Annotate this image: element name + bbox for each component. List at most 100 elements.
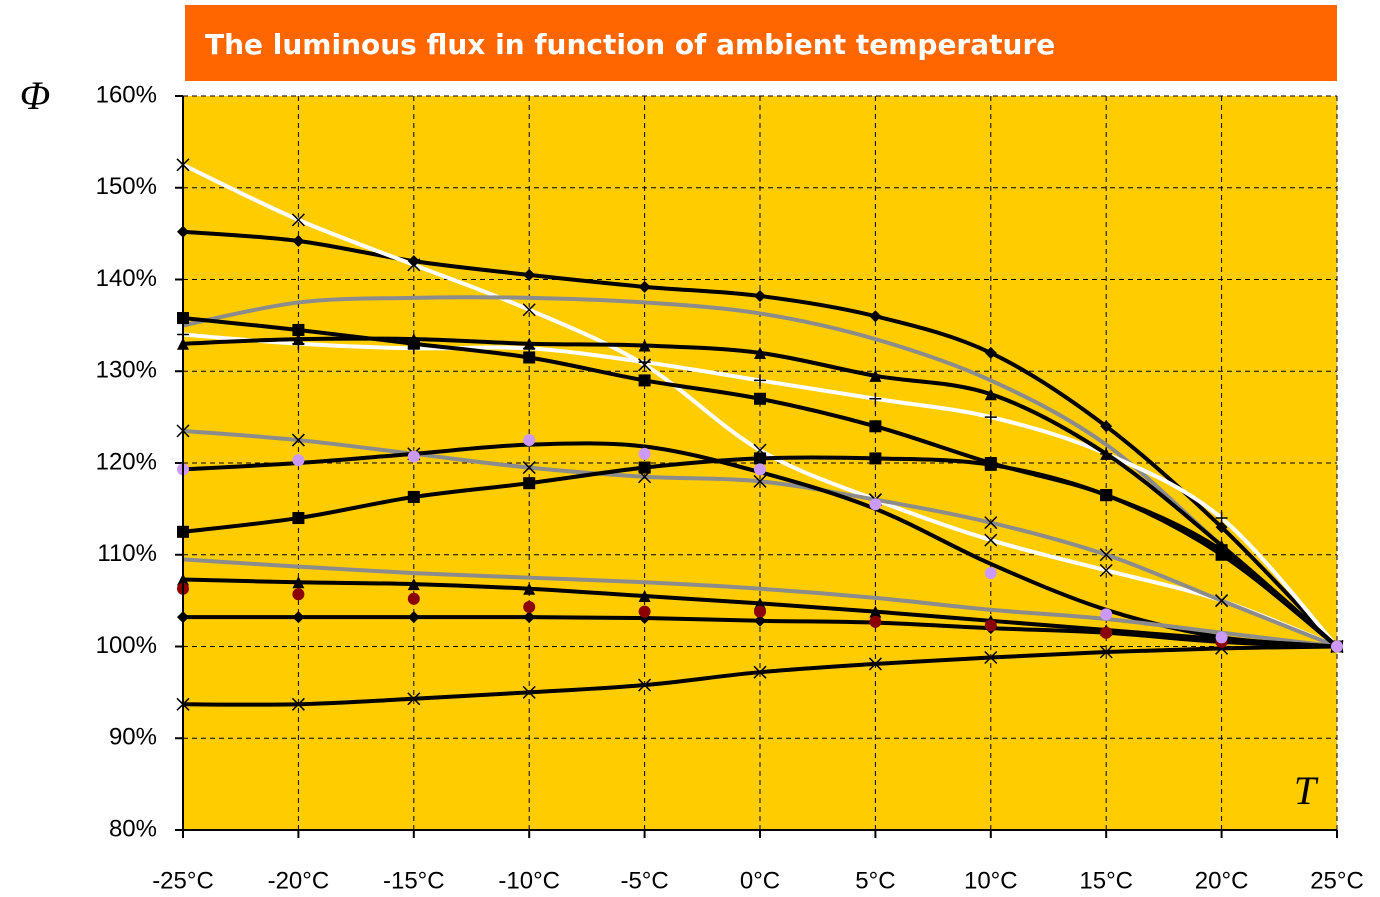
series-line (182, 163, 1338, 649)
x-tick-label: 5°C (855, 867, 895, 894)
marker (754, 605, 766, 618)
marker (984, 516, 998, 530)
marker (292, 234, 305, 247)
marker (292, 454, 305, 467)
marker (407, 255, 420, 268)
marker (292, 576, 305, 589)
marker (291, 433, 305, 447)
marker (407, 490, 420, 503)
marker (984, 619, 997, 632)
marker (638, 280, 651, 293)
marker (407, 692, 421, 706)
marker (407, 258, 421, 272)
marker (1215, 521, 1228, 534)
series-line (182, 332, 1339, 648)
marker (984, 388, 997, 401)
marker (1100, 608, 1113, 621)
marker (1215, 594, 1229, 608)
marker (1215, 631, 1228, 644)
x-tick-label: 15°C (1079, 867, 1133, 894)
y-tick-label: 80% (109, 815, 157, 842)
marker (754, 346, 766, 359)
marker (1100, 626, 1113, 639)
marker (1215, 512, 1228, 525)
marker (407, 611, 420, 624)
marker (292, 588, 305, 601)
x-tick-label: -15°C (383, 867, 445, 894)
marker (984, 650, 998, 665)
x-tick-label: -20°C (268, 867, 330, 894)
marker (984, 567, 997, 580)
marker (638, 339, 651, 352)
marker (407, 578, 420, 591)
series-line (182, 441, 1338, 649)
marker (291, 213, 305, 227)
x-tick-label: -5°C (620, 867, 668, 894)
marker (869, 392, 882, 405)
marker (754, 597, 766, 610)
y-tick-label: 90% (109, 724, 157, 751)
marker (523, 601, 536, 614)
marker (754, 374, 766, 387)
marker (523, 477, 536, 490)
chart-title: The luminous flux in function of ambient… (205, 28, 1055, 61)
marker (522, 685, 536, 699)
marker (638, 678, 652, 692)
x-tick-label: 10°C (964, 867, 1018, 894)
y-tick-label: 120% (96, 448, 157, 475)
marker (638, 590, 651, 603)
y-tick-label: 100% (96, 632, 157, 659)
marker (522, 461, 536, 475)
marker (984, 533, 998, 547)
marker (292, 512, 305, 525)
marker (407, 592, 420, 605)
marker (753, 665, 767, 679)
y-tick-label: 130% (96, 357, 157, 384)
marker (1099, 548, 1113, 562)
marker (754, 463, 766, 476)
marker (984, 346, 997, 359)
marker (869, 452, 882, 465)
marker (638, 374, 651, 387)
x-axis-label: T (1294, 768, 1319, 813)
marker (1100, 489, 1113, 502)
marker (753, 474, 767, 488)
marker (1331, 640, 1343, 653)
marker (638, 356, 651, 369)
marker (1215, 548, 1228, 561)
marker (869, 498, 882, 511)
marker (984, 458, 997, 471)
series-line (182, 295, 1339, 649)
marker (407, 450, 420, 463)
marker (292, 611, 305, 624)
marker (1099, 563, 1113, 577)
marker (638, 447, 651, 460)
marker (523, 337, 536, 350)
title-bar (185, 5, 1337, 81)
marker (638, 605, 651, 618)
y-axis-label: Φ (20, 73, 50, 118)
marker (984, 411, 997, 424)
x-tick-label: 25°C (1310, 867, 1364, 894)
marker (754, 452, 766, 465)
marker (523, 611, 536, 624)
marker (1215, 539, 1228, 552)
marker (292, 333, 305, 346)
marker (522, 303, 536, 317)
marker (754, 290, 766, 303)
y-tick-label: 110% (97, 540, 157, 567)
x-tick-label: -25°C (152, 867, 214, 894)
x-tick-label: -10°C (498, 867, 560, 894)
marker (869, 605, 882, 618)
marker (869, 310, 882, 323)
marker (1100, 447, 1113, 460)
marker (638, 461, 651, 474)
y-tick-label: 150% (96, 173, 157, 200)
marker (868, 657, 882, 671)
marker (1099, 645, 1113, 659)
y-tick-label: 160% (96, 81, 157, 108)
marker (523, 434, 536, 447)
marker (523, 268, 536, 281)
marker (754, 392, 766, 405)
